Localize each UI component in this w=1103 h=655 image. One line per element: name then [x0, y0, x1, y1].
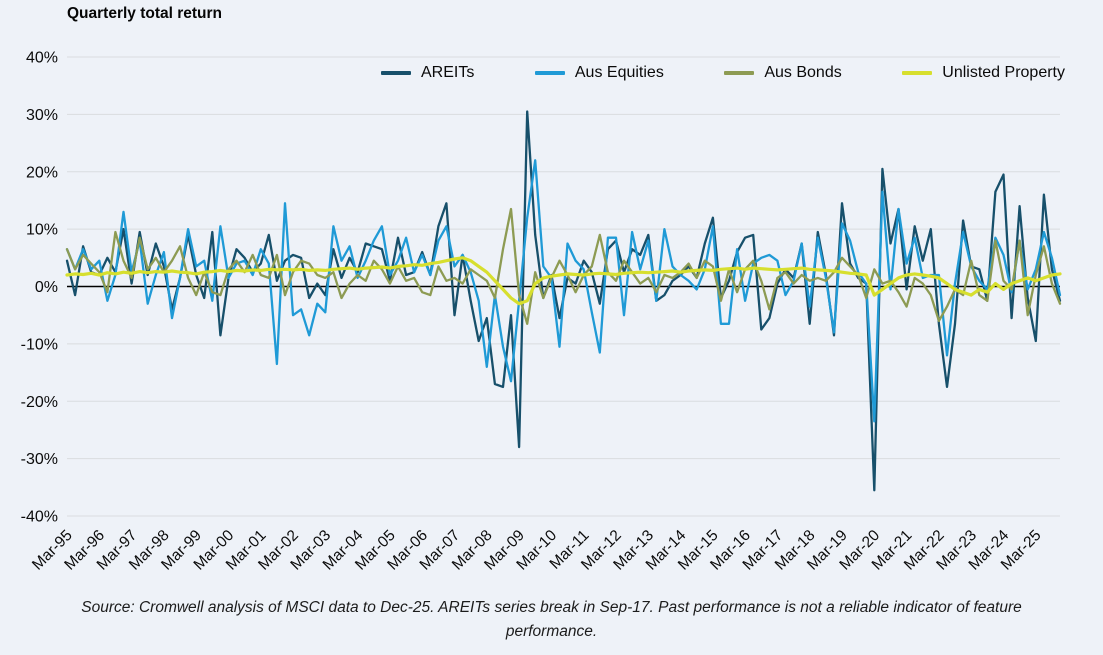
y-axis-tick-label: -40% — [21, 509, 58, 526]
source-note-text: Source: Cromwell analysis of MSCI data t… — [81, 599, 1022, 641]
y-axis-tick-label: 10% — [26, 222, 58, 239]
legend-swatch-icon — [534, 71, 565, 75]
legend-label: AREITs — [421, 64, 475, 81]
y-axis-tick-label: -30% — [21, 451, 58, 468]
quarterly-total-return-chart: 40%30%20%10%0%-10%-20%-30%-40%Mar-95Mar-… — [21, 50, 1062, 574]
legend-item-aus-equities: Aus Equities — [534, 64, 664, 82]
legend-label: Unlisted Property — [942, 64, 1065, 81]
chart-title: Quarterly total return — [67, 5, 223, 22]
legend-swatch-icon — [381, 71, 411, 75]
y-axis-tick-label: 0% — [35, 279, 58, 296]
series-line-aus-bonds — [65, 207, 1062, 325]
legend-item-aus-bonds: Aus Bonds — [724, 64, 842, 82]
legend-swatch-icon — [724, 71, 755, 75]
chart-legend: AREITs Aus Equities Aus Bonds Unlisted Prop… — [381, 63, 1065, 83]
legend-label: Aus Bonds — [764, 64, 842, 81]
series-line-unlisted-property — [65, 256, 1062, 306]
legend-label: Aus Equities — [574, 64, 664, 81]
y-axis-tick-label: 20% — [26, 164, 58, 181]
legend-item-unlisted-property: Unlisted Property — [902, 64, 1065, 82]
legend-swatch-icon — [902, 71, 933, 75]
legend-item-areits: AREITs — [381, 64, 474, 82]
y-axis-tick-label: -20% — [21, 394, 58, 411]
y-axis-tick-label: -10% — [21, 336, 58, 353]
y-axis-tick-label: 40% — [26, 50, 58, 67]
source-note: Source: Cromwell analysis of MSCI data t… — [0, 596, 1103, 644]
y-axis-tick-label: 30% — [26, 107, 58, 124]
